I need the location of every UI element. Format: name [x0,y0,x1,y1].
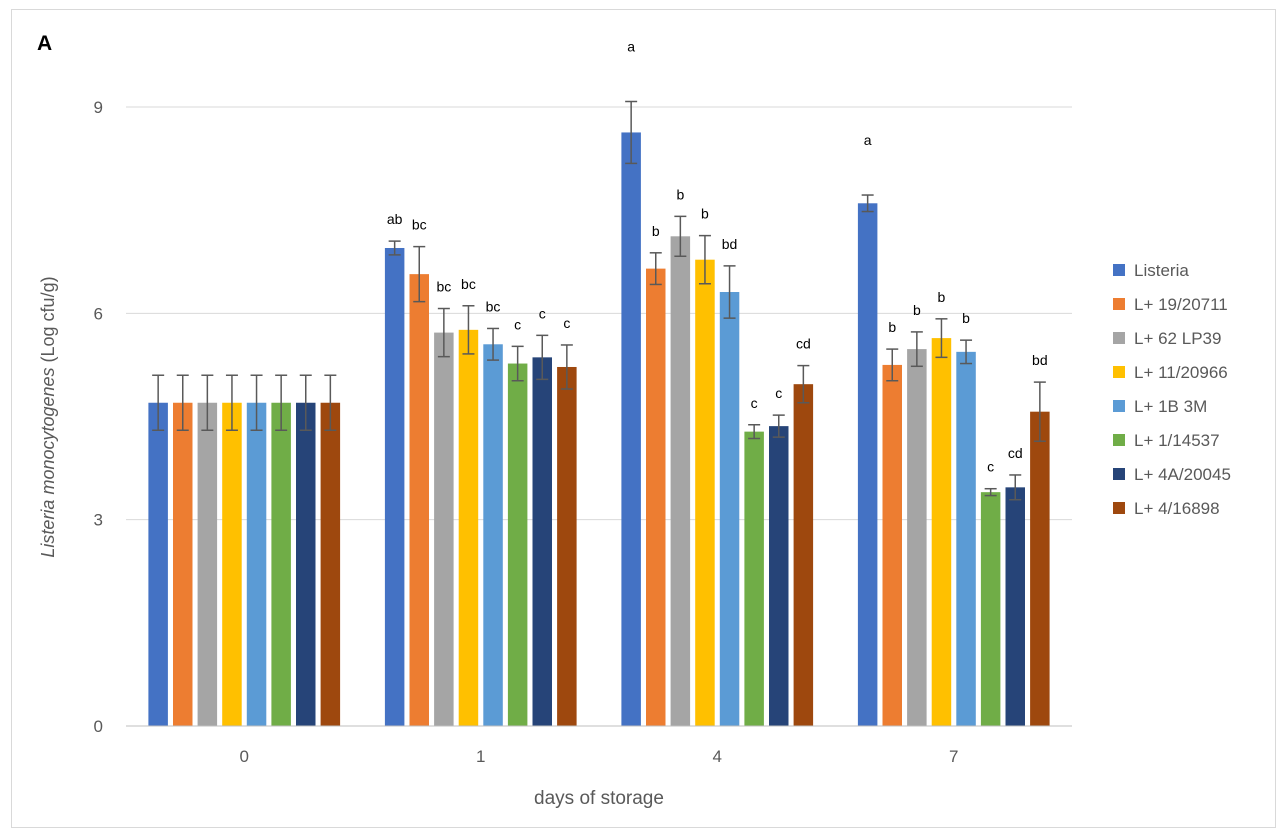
x-tick-label: 0 [240,747,249,766]
significance-label: cd [1008,445,1023,461]
significance-label: c [987,459,994,475]
bar [980,492,1001,726]
bar [1030,411,1050,726]
significance-label: ab [387,211,403,227]
significance-label: c [563,315,570,331]
legend: Listeria L+ 19/20711 L+ 62 LP39 L+ 11/20966… [1113,261,1231,518]
legend-swatch [1113,332,1125,344]
bar [793,384,814,726]
bar [907,349,927,726]
x-tick-label: 7 [949,747,958,766]
y-tick-label: 6 [94,304,103,323]
bar [246,402,267,726]
significance-label: b [962,310,970,326]
legend-label: Listeria [1134,261,1189,280]
bar [744,431,764,726]
legend-swatch [1113,264,1125,276]
bar [882,364,902,726]
legend-label: L+ 62 LP39 [1134,329,1221,348]
significance-label: a [627,38,635,54]
bar [197,402,218,726]
significance-label: b [652,223,660,239]
bar [1005,487,1025,726]
bar [557,366,577,726]
bar [719,292,740,726]
axes: 0 3 6 9 0 1 4 7 [94,98,1072,766]
legend-swatch [1113,400,1125,412]
y-axis-title-italic: Listeria monocytogenes [38,367,58,557]
bar [148,402,168,726]
bar [621,132,641,727]
bar [670,236,691,726]
significance-label: b [888,319,896,335]
bar [384,247,405,726]
legend-label: L+ 19/20711 [1134,295,1228,314]
bar [646,268,666,726]
x-axis-title: days of storage [534,788,664,809]
bar [271,402,291,726]
significance-label: b [938,289,946,305]
bar [695,259,715,726]
significance-label: c [514,316,521,332]
legend-swatch [1113,298,1125,310]
y-axis-title-unit: (Log cfu/g) [38,276,58,367]
significance-label: bc [486,298,501,314]
legend-swatch [1113,366,1125,378]
bar [320,402,341,726]
panel-label: A [37,32,52,55]
bar [532,357,552,726]
bar [434,332,454,726]
bar [458,329,479,726]
legend-label: L+ 1B 3M [1134,397,1207,416]
significance-label: c [775,385,782,401]
y-tick-label: 9 [94,98,103,117]
x-tick-label: 4 [713,747,722,766]
significance-label: bd [1032,352,1048,368]
chart-frame [11,9,1276,828]
legend-swatch [1113,434,1125,446]
significance-label: b [676,186,684,202]
bar [222,402,242,726]
bar [173,402,193,726]
legend-swatch [1113,468,1125,480]
significance-label: b [701,206,709,222]
gridlines [126,106,1072,521]
legend-label: L+ 4/16898 [1134,499,1220,518]
legend-label: L+ 11/20966 [1134,363,1228,382]
significance-label: cd [796,336,811,352]
bar [857,203,878,727]
bar [931,338,952,726]
bar [296,402,316,726]
bar [483,344,503,726]
significance-label: c [539,305,546,321]
y-axis-title: Listeria monocytogenes (Log cfu/g) [38,276,58,557]
significance-label: bc [461,276,476,292]
y-tick-label: 3 [94,511,103,530]
legend-label: L+ 1/14537 [1134,431,1220,450]
legend-swatch [1113,502,1125,514]
significance-label: bc [412,217,427,233]
bar [769,426,789,726]
x-tick-label: 1 [476,747,485,766]
significance-label: a [864,132,872,148]
significance-label: c [751,395,758,411]
y-tick-label: 0 [94,717,103,736]
significance-label: bd [722,236,738,252]
bar [409,274,429,726]
bar [956,351,976,726]
legend-label: L+ 4A/20045 [1134,465,1231,484]
bar [507,363,528,726]
significance-label: bc [436,279,451,295]
significance-label: b [913,302,921,318]
